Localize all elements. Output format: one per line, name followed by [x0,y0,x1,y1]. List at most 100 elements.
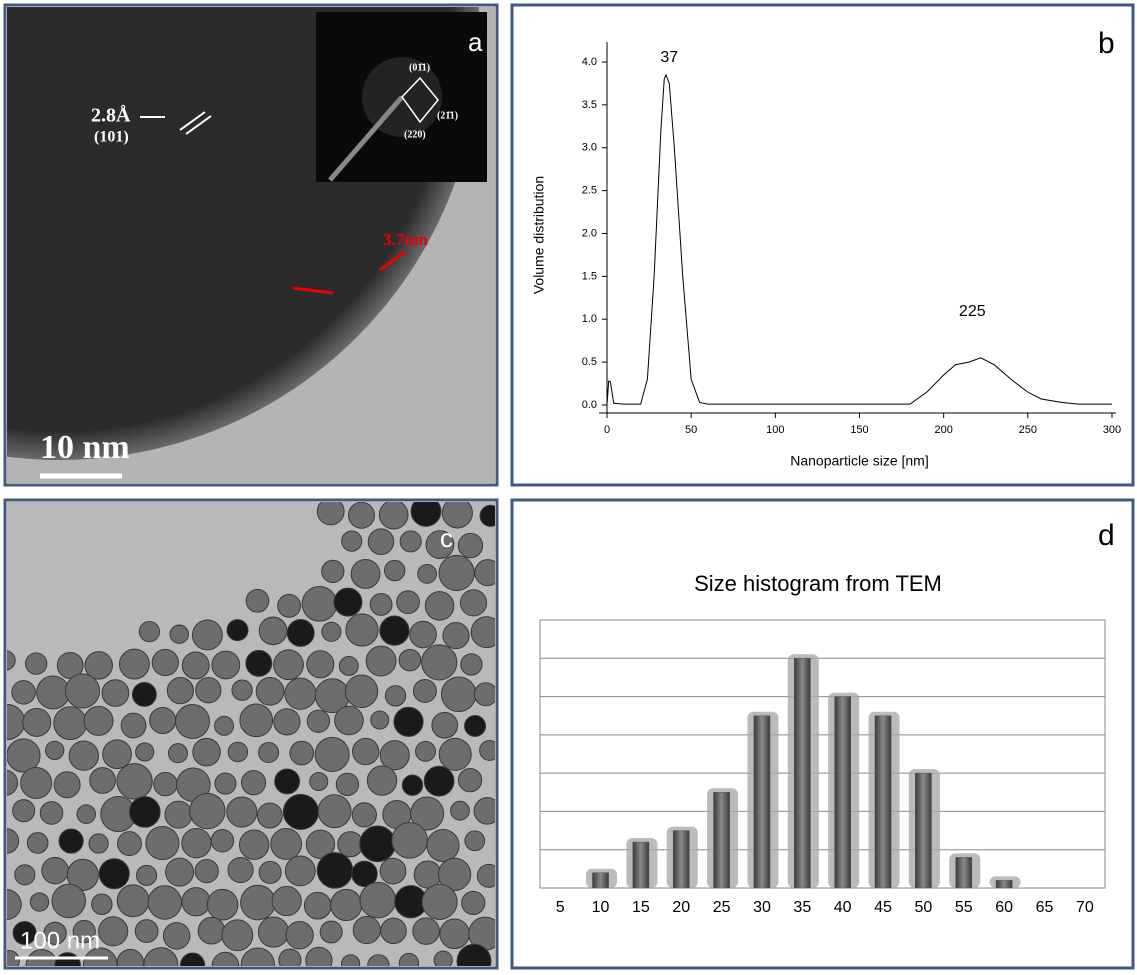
x-tick-label: 0 [604,424,610,436]
bar [633,842,649,888]
particle [136,743,154,761]
particle [54,772,80,798]
x-tick-label: 50 [685,424,697,436]
particle [259,617,287,645]
particle [99,917,128,946]
particle [227,620,248,641]
particle [322,622,341,641]
x-tick-label: 100 [766,424,784,436]
x-tick-label: 200 [934,424,952,436]
particle [371,711,389,729]
particle [368,529,394,555]
chart-title: Size histogram from TEM [694,571,942,596]
particle [458,768,481,791]
particle [440,919,470,949]
particle [257,803,282,828]
particle [196,678,221,703]
particle [167,678,193,704]
particle [285,856,315,886]
particle [228,742,247,761]
x-tick-label: 30 [753,899,771,916]
particle [418,564,437,583]
particle [367,766,396,795]
particle [462,891,485,914]
particle [399,649,421,671]
y-tick-label: 1.5 [582,270,597,282]
x-tick-label: 5 [556,899,565,916]
particle [458,533,482,557]
particle [346,614,378,646]
panel-a: (01̄1) (21̄1) (220) a 2.8Å (101) 3.7nm 1… [0,0,495,483]
particle [381,918,407,944]
particle [322,560,344,582]
particle [99,859,129,889]
particle [342,531,362,551]
particle [385,686,405,706]
particle [379,500,408,529]
x-tick-label: 40 [834,899,852,916]
particle [422,645,457,680]
x-tick-label: 45 [874,899,892,916]
particle [121,713,146,738]
particle [222,920,253,951]
x-tick-label: 65 [1036,899,1054,916]
particle [370,593,392,615]
particle [84,706,113,735]
particle [13,800,35,822]
particle [397,591,420,614]
particle [30,893,48,911]
particle [461,654,482,675]
particle [211,830,233,852]
particle [336,773,358,795]
particle [132,682,156,706]
x-tick-label: 20 [672,899,690,916]
particle [40,802,63,825]
figure: (01̄1) (21̄1) (220) a 2.8Å (101) 3.7nm 1… [0,0,1137,970]
particle [227,797,257,827]
panel-letter: c [440,523,453,553]
particle [198,917,225,944]
particle [307,651,334,678]
particle [317,853,353,889]
particle [241,885,276,920]
scale-label: 10 nm [40,429,130,466]
particle [119,649,149,679]
x-tick-label: 60 [995,899,1013,916]
particle [175,704,209,738]
bar [996,880,1012,888]
x-tick-label: 70 [1076,899,1094,916]
particle [460,590,486,616]
particle [150,707,176,733]
particle [427,829,459,861]
x-tick-label: 250 [1019,424,1037,436]
y-tick-label: 2.0 [582,227,597,239]
particle [425,592,454,621]
particle [320,921,342,943]
particle [413,918,440,945]
particle [307,710,329,732]
particle [240,704,273,737]
particle [59,829,83,853]
particle [317,498,344,525]
particle [286,922,313,949]
particle [380,741,409,770]
particle [154,772,177,795]
particle [339,656,358,675]
y-tick-label: 0.5 [582,356,597,368]
particle [439,738,471,770]
particle [21,767,52,798]
particle [152,649,178,675]
x-tick-label: 50 [914,899,932,916]
x-axis-label: Nanoparticle size [nm] [790,453,929,469]
particle [54,707,87,740]
particle [195,859,218,882]
bar [835,697,851,888]
x-tick-label: 35 [793,899,811,916]
particle [410,621,437,648]
particle [246,589,269,612]
y-tick-label: 4.0 [582,56,597,68]
particle [402,775,422,795]
particle [275,769,300,794]
particle [422,884,457,919]
spot-label: (21̄1) [437,110,458,121]
